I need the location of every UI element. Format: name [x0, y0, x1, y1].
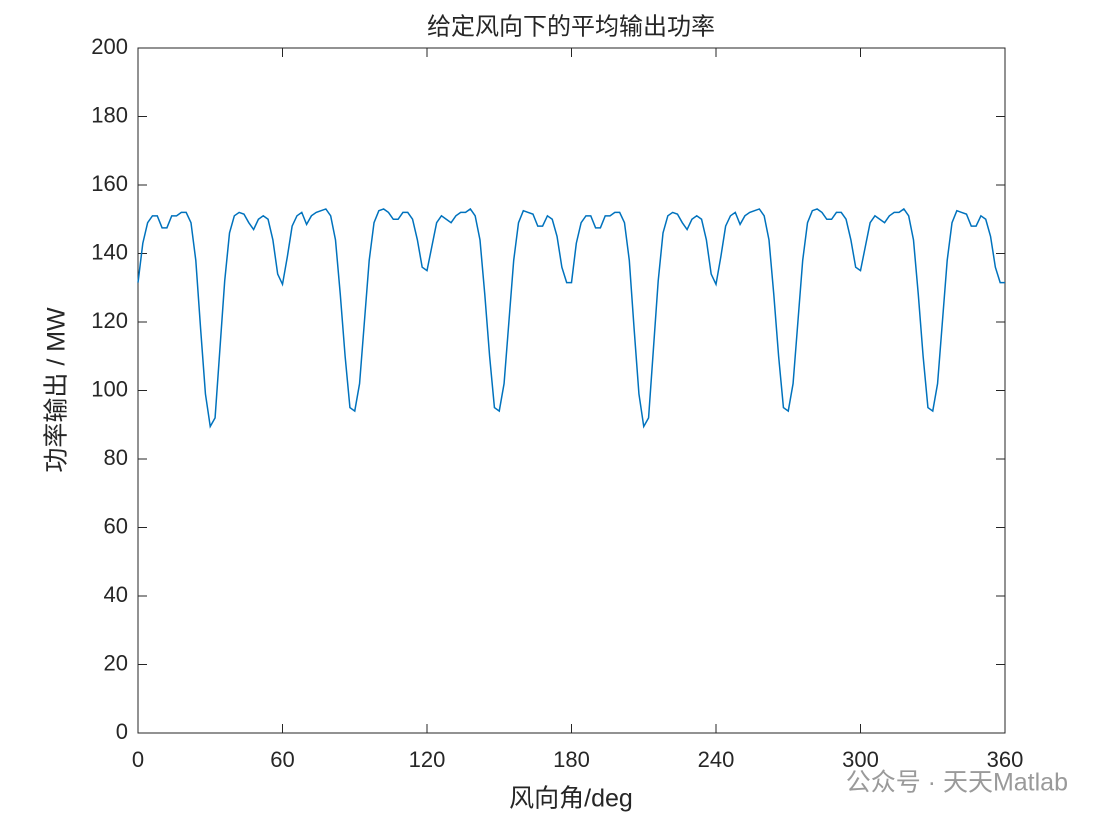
y-tick-label: 120 [91, 308, 128, 333]
x-axis-label: 风向角/deg [509, 785, 633, 813]
y-tick-label: 140 [91, 239, 128, 264]
y-tick-label: 0 [116, 719, 128, 744]
x-tick-label: 300 [842, 747, 879, 772]
chart-title: 给定风向下的平均输出功率 [427, 13, 715, 40]
y-tick-label: 100 [91, 376, 128, 401]
x-tick-label: 0 [132, 747, 144, 772]
watermark: 公众号 · 天天Matlab [846, 769, 1068, 797]
y-tick-label: 60 [104, 513, 128, 538]
y-tick-label: 160 [91, 171, 128, 196]
data-line [137, 207, 1005, 429]
x-tick-label: 120 [409, 747, 446, 772]
y-tick-label: 180 [91, 102, 128, 127]
y-tick-label: 20 [104, 650, 128, 675]
y-axis-label: 功率输出 / MW [43, 307, 71, 473]
y-tick-label: 40 [104, 582, 128, 607]
y-tick-label: 200 [91, 34, 128, 59]
x-tick-label: 240 [698, 747, 735, 772]
y-tick-label: 80 [104, 445, 128, 470]
x-tick-label: 180 [553, 747, 590, 772]
x-tick-label: 60 [270, 747, 294, 772]
x-tick-label: 360 [987, 747, 1024, 772]
